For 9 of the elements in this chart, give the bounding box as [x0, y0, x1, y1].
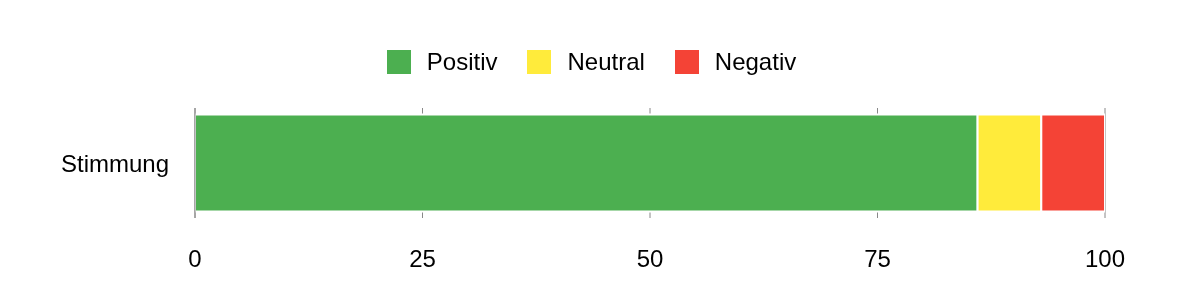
- legend-label: Negativ: [714, 48, 797, 76]
- x-tick-label: 0: [188, 245, 202, 273]
- x-tick-label: 25: [409, 245, 436, 273]
- legend-label: Neutral: [567, 48, 645, 76]
- x-tick-label: 75: [864, 245, 891, 273]
- x-tick-label: 50: [636, 245, 664, 273]
- series-label: Positiv: [426, 48, 498, 76]
- x-tick-label: 100: [1084, 245, 1126, 273]
- y-tick-label: Stimmung: [60, 149, 169, 177]
